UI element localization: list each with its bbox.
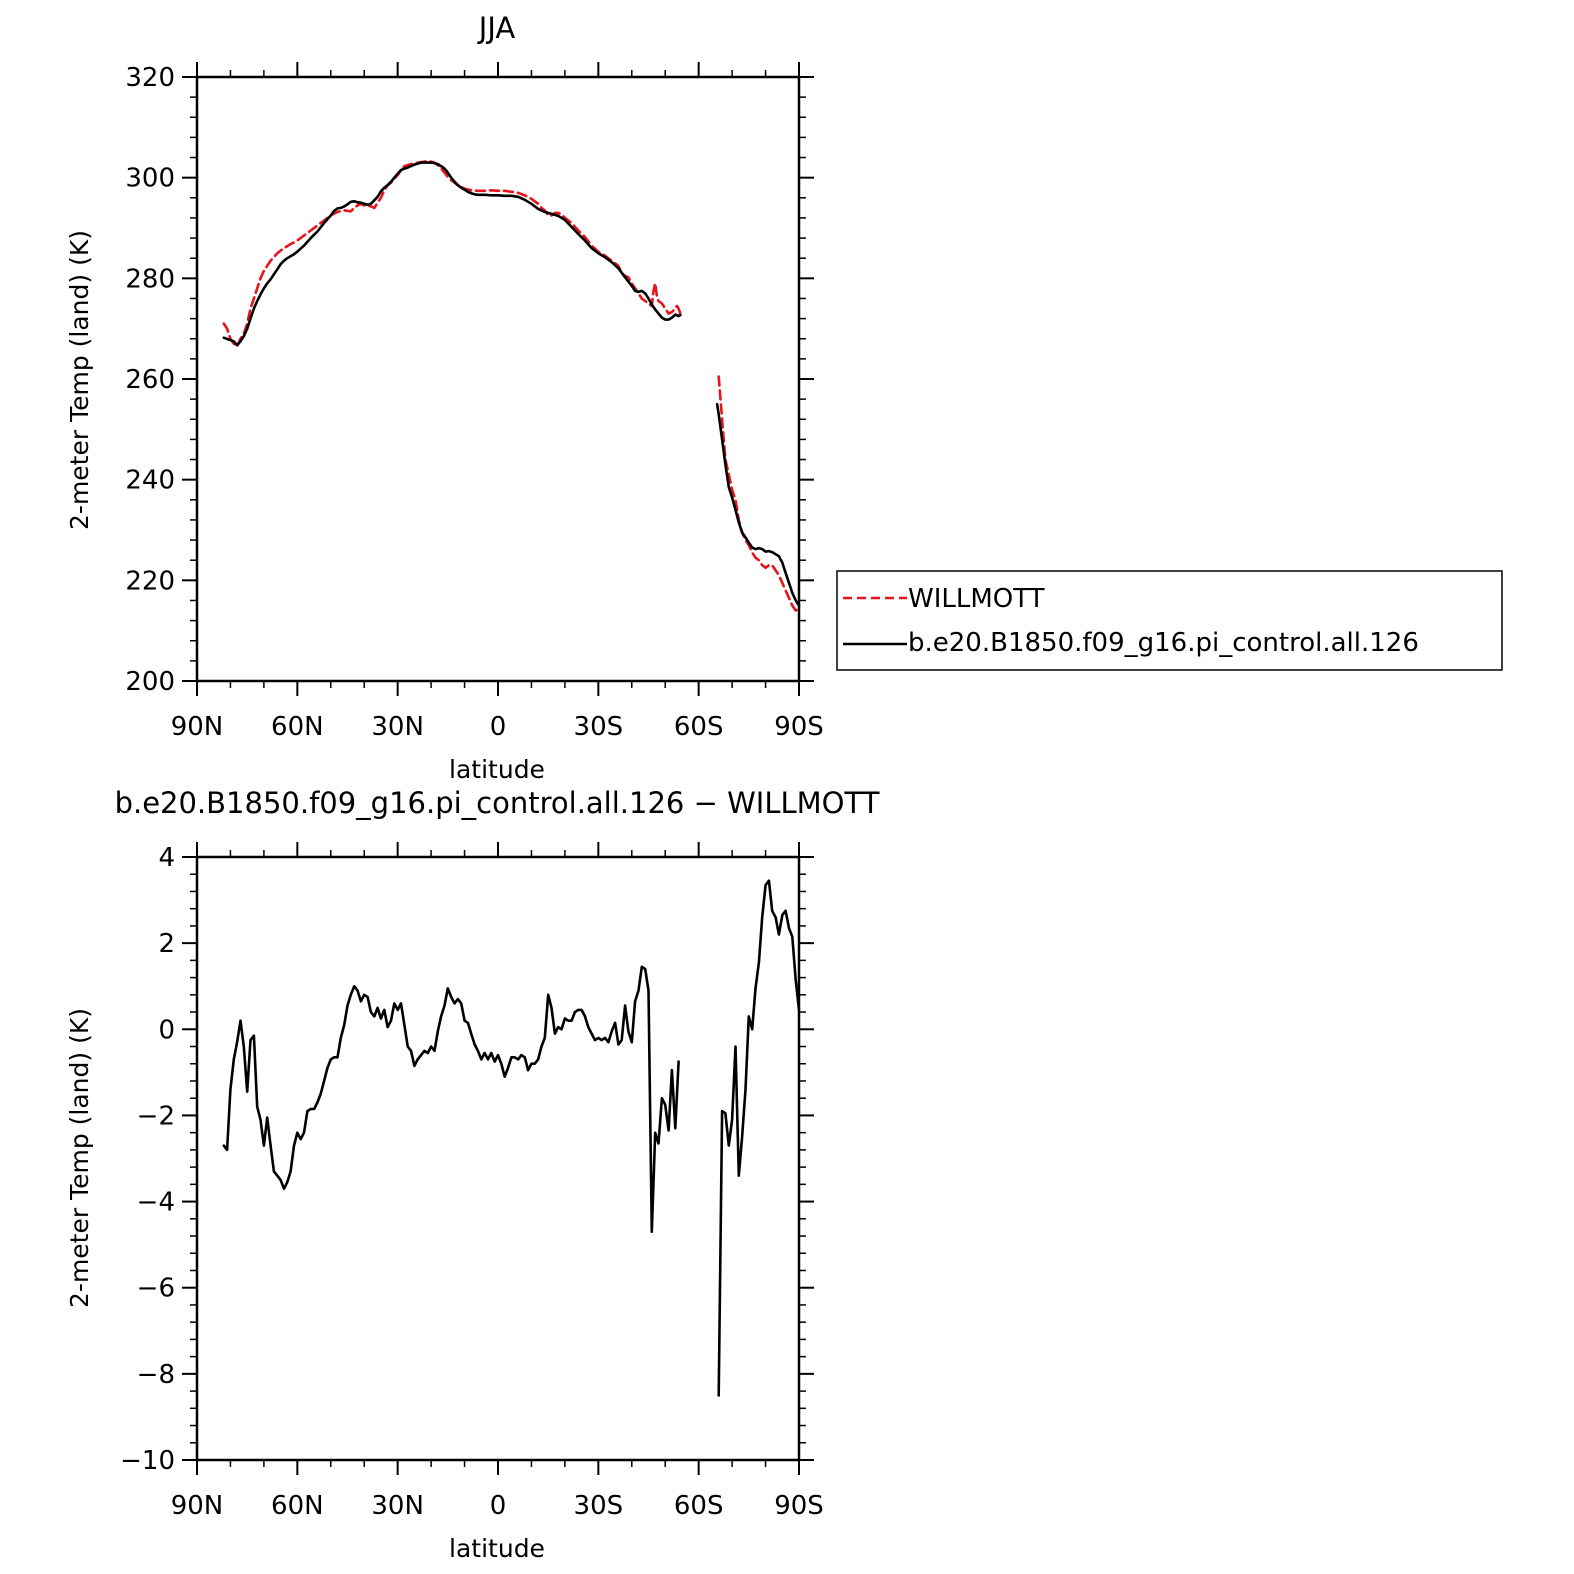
y-tick-label: 2 xyxy=(158,929,175,959)
top-ticks: 320 300 280 260 240 220 200 90N 60N 30N 0 30S 60S 90S xyxy=(125,62,824,742)
top-x-axis-label: latitude xyxy=(449,755,545,784)
y-tick-label: 4 xyxy=(158,843,175,873)
series-line-model xyxy=(222,965,680,1233)
y-tick-label: 280 xyxy=(125,264,175,294)
x-tick-label: 30N xyxy=(371,712,424,742)
legend: WILLMOTT b.e20.B1850.f09_g16.pi_control.… xyxy=(836,570,1503,671)
x-tick-label: 30S xyxy=(574,1491,624,1521)
x-tick-label: 30N xyxy=(371,1491,424,1521)
y-tick-label: −10 xyxy=(120,1446,175,1476)
bottom-x-axis-label: latitude xyxy=(449,1534,545,1563)
x-tick-label: 60N xyxy=(271,1491,324,1521)
bottom-series-lines xyxy=(222,879,801,1397)
bottom-panel: b.e20.B1850.f09_g16.pi_control.all.126 −… xyxy=(65,786,880,1563)
top-plot-frame xyxy=(195,75,801,683)
y-tick-label: 320 xyxy=(125,63,175,93)
top-chart-title: JJA xyxy=(477,11,516,45)
series-line-willmott xyxy=(717,375,801,612)
x-tick-label: 0 xyxy=(490,712,507,742)
x-tick-label: 60N xyxy=(271,712,324,742)
y-tick-label: −2 xyxy=(137,1101,175,1131)
x-tick-label: 90N xyxy=(171,1491,224,1521)
y-tick-label: 260 xyxy=(125,365,175,395)
x-tick-label: 90S xyxy=(774,712,824,742)
top-panel: JJA 2-meter Temp (land) (K) latitude 320… xyxy=(65,11,824,784)
y-tick-label: 300 xyxy=(125,164,175,194)
x-tick-label: 0 xyxy=(490,1491,507,1521)
series-line-model xyxy=(717,879,801,1397)
x-tick-label: 90N xyxy=(171,712,224,742)
y-tick-label: −4 xyxy=(137,1188,175,1218)
x-tick-label: 60S xyxy=(674,712,724,742)
top-y-axis-label: 2-meter Temp (land) (K) xyxy=(65,230,94,530)
series-line-model xyxy=(222,161,682,347)
x-tick-label: 90S xyxy=(774,1491,824,1521)
bottom-y-axis-label: 2-meter Temp (land) (K) xyxy=(65,1008,94,1308)
legend-box xyxy=(836,570,1503,671)
bottom-chart-title: b.e20.B1850.f09_g16.pi_control.all.126 −… xyxy=(115,786,880,820)
y-tick-label: 240 xyxy=(125,466,175,496)
bottom-plot-frame xyxy=(195,855,801,1462)
bottom-ticks: 4 2 0 −2 −4 −6 −8 −10 90N 60N 30N 0 30S 60S 90S xyxy=(120,842,824,1521)
y-tick-label: 200 xyxy=(125,667,175,697)
legend-label-model: b.e20.B1850.f09_g16.pi_control.all.126 xyxy=(908,628,1419,658)
y-tick-label: −8 xyxy=(137,1360,175,1390)
y-tick-label: −6 xyxy=(137,1274,175,1304)
top-series-lines xyxy=(222,159,801,612)
legend-label-willmott: WILLMOTT xyxy=(908,584,1045,614)
x-tick-label: 30S xyxy=(574,712,624,742)
y-tick-label: 0 xyxy=(158,1015,175,1045)
y-tick-label: 220 xyxy=(125,566,175,596)
x-tick-label: 60S xyxy=(674,1491,724,1521)
series-line-willmott xyxy=(222,159,682,348)
series-line-model xyxy=(715,402,801,607)
